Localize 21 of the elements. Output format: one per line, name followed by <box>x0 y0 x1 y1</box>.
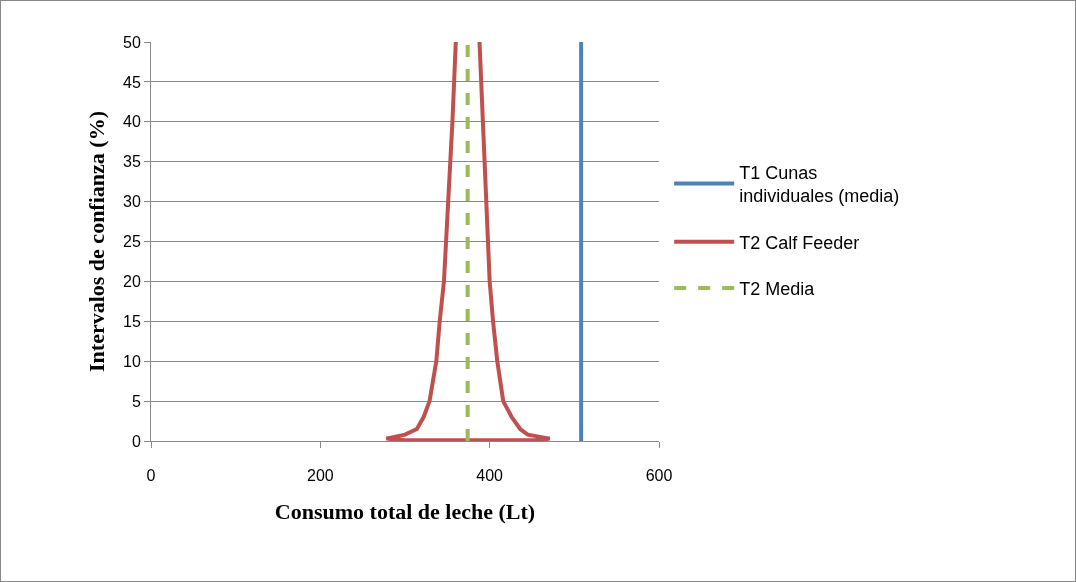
y-tick-label: 50 <box>123 33 141 51</box>
y-tick-label: 0 <box>131 432 141 450</box>
y-tick-label: 10 <box>123 352 141 370</box>
x-tick-label: 600 <box>645 467 673 485</box>
y-tick-label: 20 <box>123 273 141 290</box>
line-series <box>384 42 552 441</box>
y-tick-label: 30 <box>123 193 141 211</box>
y-axis-title: Intervalos de confianza (%) <box>83 111 109 372</box>
x-axis-title: Consumo total de leche (Lt) <box>274 499 536 525</box>
legend-label: T2 Calf Feeder <box>739 232 860 253</box>
legend-label: T1 Cunas individuales (media) <box>739 162 900 207</box>
y-tick-label: 45 <box>123 73 141 91</box>
x-tick-label: 400 <box>476 467 504 485</box>
x-tick-label: 0 <box>146 467 156 485</box>
y-tick-label: 5 <box>131 392 141 410</box>
legend-label: T2 Media <box>739 279 816 300</box>
x-tick-label: 200 <box>306 467 334 485</box>
y-tick-label: 15 <box>123 312 141 330</box>
y-tick-label: 40 <box>123 113 141 131</box>
y-tick-label: 25 <box>123 233 141 251</box>
y-tick-label: 35 <box>123 153 141 171</box>
